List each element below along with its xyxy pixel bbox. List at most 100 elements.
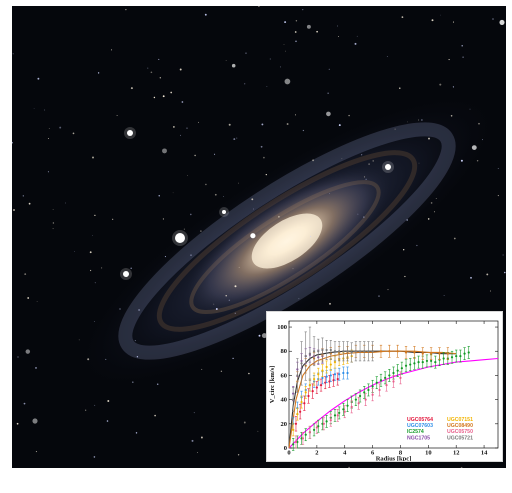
star [193,412,195,414]
star [231,63,236,68]
star [248,372,250,375]
x-tick-label: 14 [481,450,488,457]
star [295,20,298,22]
data-point [325,375,328,378]
star [406,219,409,221]
star [372,160,374,162]
star [12,141,13,144]
star [214,193,217,196]
star [439,83,442,86]
data-point [294,422,298,425]
star [302,8,304,11]
star [94,214,96,217]
star [233,138,236,141]
star [85,409,87,411]
star [478,122,480,125]
bright-star [385,164,391,170]
star [162,148,167,154]
data-point [328,380,331,383]
star [312,159,315,162]
star [306,24,311,29]
star [462,56,464,58]
star [158,195,160,197]
star [430,202,433,204]
star [78,339,80,341]
legend-entry: UGC08490 [447,423,473,429]
data-point [321,376,324,379]
star [158,58,160,60]
star [284,78,291,85]
star [492,18,494,20]
star [416,244,418,247]
bright-star [123,271,129,277]
star [32,418,38,424]
star [470,276,472,279]
star [92,156,94,159]
data-point [378,388,381,392]
data-point [463,352,466,355]
star [279,66,281,68]
star [298,298,300,300]
star [214,153,216,155]
data-point [434,361,437,364]
star [428,137,430,140]
data-point [324,381,327,384]
star [263,156,265,159]
star [162,95,165,98]
star [476,160,479,162]
star [258,6,260,7]
star [170,91,173,94]
data-point [299,410,302,413]
star [94,282,96,284]
star [228,299,230,301]
data-point [317,373,320,376]
star [119,308,121,310]
star [191,439,194,442]
star [183,228,185,230]
star [502,254,504,256]
star [243,421,246,424]
star [361,154,363,156]
data-point [392,380,395,383]
y-tick-label: 100 [277,324,287,331]
data-point [336,414,339,417]
data-point [304,354,307,358]
legend: UGC05764 UGC07151 UGC07603 UGC08490 IC2574 UG… [407,417,473,441]
star [433,211,436,213]
star [486,273,489,276]
star [427,218,430,220]
rotation-curve-chart: 0 2 4 6 8 10 12 14 0 20 40 60 80 100 Radius [kpc] V_cir… [269,320,499,461]
star [136,356,139,358]
star [443,295,445,296]
data-point [385,384,388,387]
data-point [413,351,416,354]
star [244,83,246,85]
data-point [315,386,318,389]
data-point [371,385,374,388]
star [173,126,175,128]
bright-star [127,130,133,136]
star [186,127,188,129]
star [153,96,156,99]
y-tick-label: 40 [281,397,288,404]
data-point [296,413,299,416]
star [316,30,318,33]
data-point [329,363,332,366]
star [200,230,202,232]
star [215,308,218,310]
data-point [292,443,295,446]
star [72,132,75,135]
data-point [438,352,441,355]
data-point [346,404,349,407]
star [452,21,455,23]
star [403,249,405,251]
data-point [384,376,387,379]
star [23,402,26,405]
data-point [315,426,318,429]
data-point [338,350,341,353]
series-ugc05721 [291,326,374,413]
star [220,370,223,372]
star [418,162,420,164]
star [394,128,396,130]
data-point [311,390,314,393]
